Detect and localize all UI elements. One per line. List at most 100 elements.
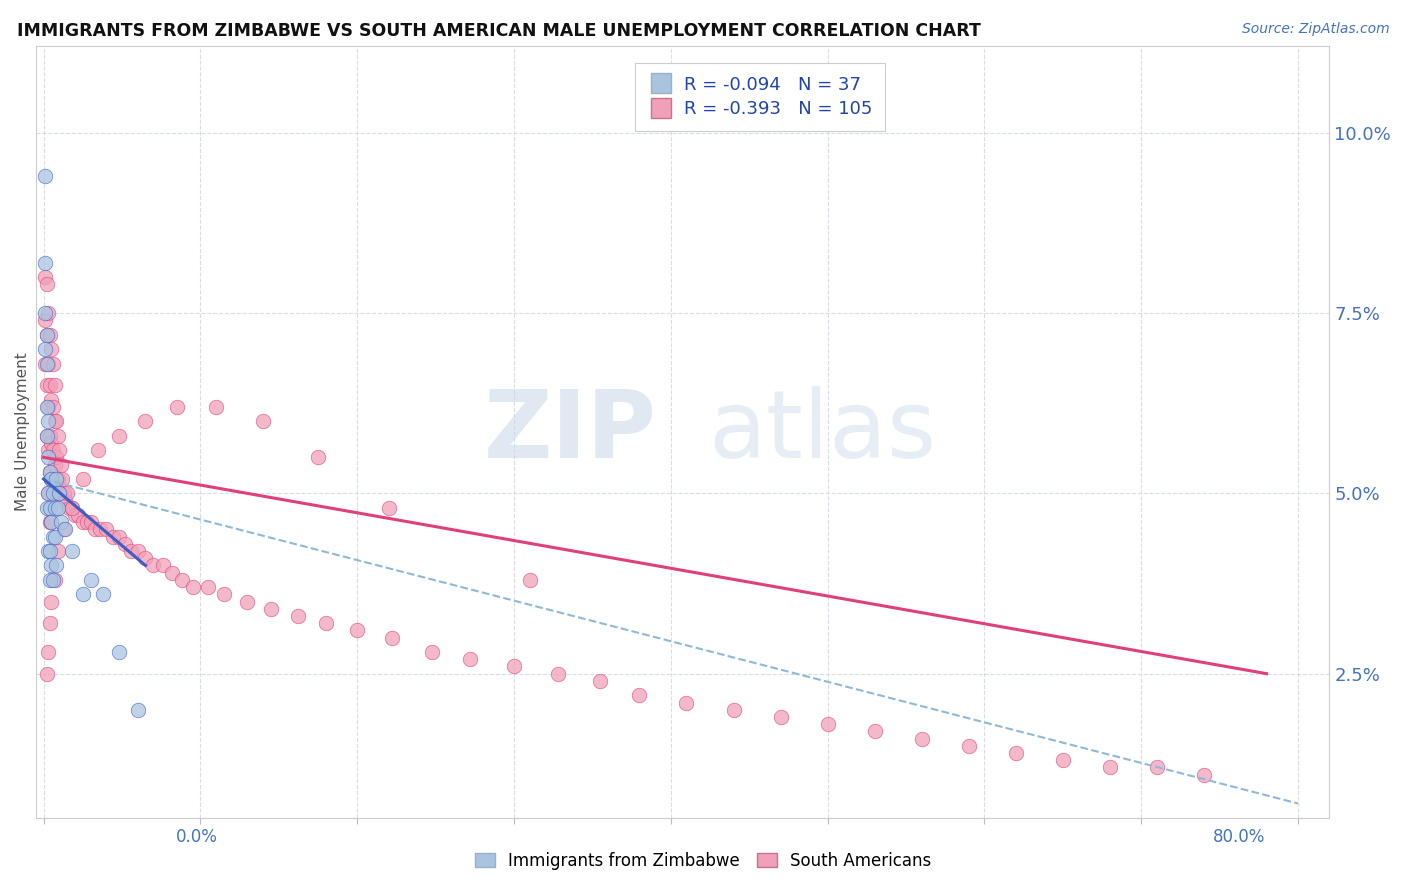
Point bbox=[142, 558, 165, 573]
Point bbox=[45, 486, 67, 500]
Point bbox=[52, 486, 75, 500]
Point bbox=[35, 400, 58, 414]
Point bbox=[519, 573, 541, 587]
Point bbox=[35, 500, 58, 515]
Point bbox=[1052, 753, 1074, 767]
Point bbox=[44, 573, 66, 587]
Point bbox=[863, 724, 886, 739]
Point bbox=[1192, 767, 1215, 781]
Point bbox=[34, 342, 56, 356]
Point bbox=[120, 544, 142, 558]
Point bbox=[134, 551, 156, 566]
Point bbox=[675, 696, 697, 710]
Point bbox=[37, 486, 59, 500]
Point bbox=[127, 544, 149, 558]
Point bbox=[72, 587, 94, 601]
Point bbox=[35, 277, 58, 292]
Point bbox=[37, 645, 59, 659]
Point bbox=[45, 472, 67, 486]
Point bbox=[79, 515, 101, 529]
Point bbox=[723, 703, 745, 717]
Point bbox=[87, 443, 110, 458]
Point bbox=[44, 378, 66, 392]
Text: atlas: atlas bbox=[709, 386, 936, 478]
Point bbox=[38, 515, 60, 529]
Point bbox=[911, 731, 934, 746]
Point bbox=[37, 357, 59, 371]
Point bbox=[817, 717, 839, 731]
Point bbox=[35, 428, 58, 442]
Point bbox=[458, 652, 481, 666]
Point bbox=[84, 523, 107, 537]
Point bbox=[42, 573, 65, 587]
Point bbox=[34, 306, 56, 320]
Point bbox=[35, 666, 58, 681]
Point bbox=[307, 450, 329, 465]
Point bbox=[205, 400, 228, 414]
Point bbox=[152, 558, 174, 573]
Point bbox=[60, 500, 83, 515]
Point bbox=[38, 378, 60, 392]
Point bbox=[260, 601, 283, 615]
Point bbox=[101, 530, 124, 544]
Point bbox=[38, 465, 60, 479]
Point bbox=[48, 486, 70, 500]
Point bbox=[181, 580, 204, 594]
Point bbox=[628, 689, 651, 703]
Point bbox=[957, 739, 980, 753]
Point bbox=[160, 566, 183, 580]
Y-axis label: Male Unemployment: Male Unemployment bbox=[15, 352, 30, 511]
Point bbox=[547, 666, 569, 681]
Point bbox=[38, 327, 60, 342]
Text: 80.0%: 80.0% bbox=[1213, 828, 1265, 846]
Point bbox=[134, 414, 156, 428]
Point bbox=[60, 500, 83, 515]
Point bbox=[589, 673, 612, 688]
Point bbox=[41, 515, 63, 529]
Point bbox=[48, 486, 70, 500]
Point bbox=[46, 428, 69, 442]
Point bbox=[58, 500, 80, 515]
Point bbox=[769, 710, 792, 724]
Point bbox=[212, 587, 235, 601]
Point bbox=[38, 500, 60, 515]
Point bbox=[37, 306, 59, 320]
Point bbox=[49, 515, 72, 529]
Point bbox=[46, 472, 69, 486]
Point bbox=[197, 580, 219, 594]
Point bbox=[1146, 760, 1168, 774]
Point bbox=[377, 500, 399, 515]
Legend: Immigrants from Zimbabwe, South Americans: Immigrants from Zimbabwe, South American… bbox=[468, 846, 938, 877]
Point bbox=[35, 327, 58, 342]
Point bbox=[42, 443, 65, 458]
Point bbox=[37, 443, 59, 458]
Point bbox=[35, 327, 58, 342]
Point bbox=[45, 414, 67, 428]
Point bbox=[63, 508, 86, 522]
Point bbox=[91, 587, 114, 601]
Point bbox=[41, 472, 63, 486]
Point bbox=[44, 530, 66, 544]
Point bbox=[38, 428, 60, 442]
Text: Source: ZipAtlas.com: Source: ZipAtlas.com bbox=[1241, 22, 1389, 37]
Point bbox=[44, 414, 66, 428]
Point bbox=[46, 500, 69, 515]
Point bbox=[72, 472, 94, 486]
Point bbox=[346, 624, 368, 638]
Point bbox=[34, 255, 56, 269]
Point bbox=[38, 465, 60, 479]
Point bbox=[45, 558, 67, 573]
Point bbox=[34, 313, 56, 327]
Point bbox=[79, 573, 101, 587]
Point bbox=[41, 594, 63, 608]
Point bbox=[51, 472, 73, 486]
Point bbox=[41, 558, 63, 573]
Point bbox=[34, 270, 56, 285]
Point bbox=[89, 523, 111, 537]
Text: ZIP: ZIP bbox=[484, 386, 657, 478]
Point bbox=[46, 544, 69, 558]
Point bbox=[96, 523, 118, 537]
Point bbox=[48, 443, 70, 458]
Point bbox=[35, 378, 58, 392]
Point bbox=[44, 500, 66, 515]
